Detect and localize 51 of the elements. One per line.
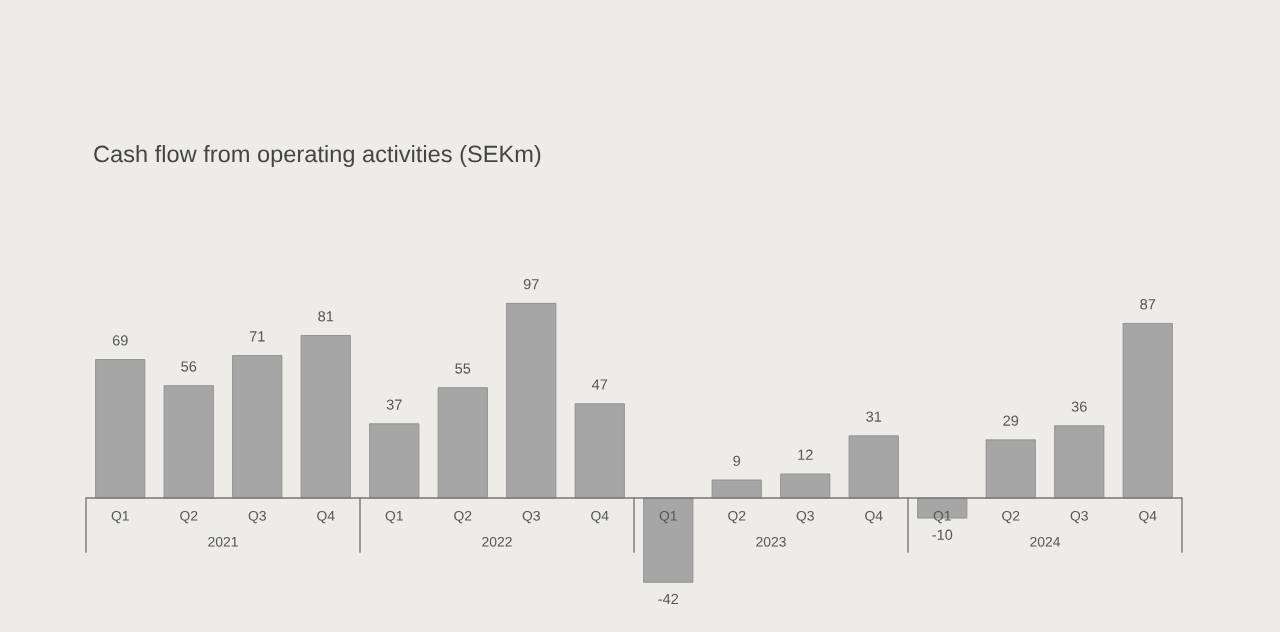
x-tick-label: Q3 [522,510,540,524]
bar [643,497,694,583]
bar [95,359,146,499]
bar [437,387,488,499]
bar [369,423,420,499]
data-label: 31 [866,411,882,422]
chart-title: Cash flow from operating activities (SEKm) [94,145,541,167]
bar [1122,323,1173,499]
x-tick-label: Q4 [865,510,883,524]
data-label: 9 [733,455,741,466]
x-tick-label: Q1 [111,510,129,524]
data-label: 71 [249,331,265,342]
data-label: 55 [455,363,471,374]
bar [711,479,762,499]
data-label: 69 [112,335,128,346]
x-tick-label: Q4 [317,510,335,524]
annotation: 2023 [756,536,786,547]
x-tick-label: Q2 [1002,510,1020,524]
data-label: 36 [1071,401,1087,412]
x-tick-label: Q1 [385,510,403,524]
x-tick-label: Q3 [1070,510,1088,524]
data-label: 37 [386,399,402,410]
bar [985,439,1036,499]
annotation: 2024 [1030,536,1061,547]
data-label: 87 [1140,299,1156,310]
x-tick-label: Q2 [454,510,472,524]
data-label: -42 [658,593,679,604]
bar [232,355,283,499]
bar [780,473,831,499]
x-tick-label: Q3 [248,510,266,524]
annotation: 2021 [208,536,238,547]
x-tick-label: Q4 [1139,510,1157,524]
bar [574,403,625,499]
data-label: 29 [1003,415,1019,426]
data-label: 47 [591,379,608,390]
x-tick-label: Q2 [180,510,198,524]
data-label: 56 [181,361,197,372]
bar [300,335,351,499]
x-tick-label: Q3 [796,510,814,524]
data-label: 81 [318,311,334,322]
bar [163,385,214,499]
data-label: -10 [932,529,953,540]
bar [848,435,899,499]
x-tick-label: Q2 [728,510,746,524]
bar [1054,425,1105,499]
annotation: 2022 [482,536,512,547]
x-tick-label: Q1 [659,510,677,524]
data-label: 12 [798,449,813,460]
bar [506,302,557,499]
data-label: 97 [523,279,539,290]
x-tick-label: Q4 [591,510,609,524]
